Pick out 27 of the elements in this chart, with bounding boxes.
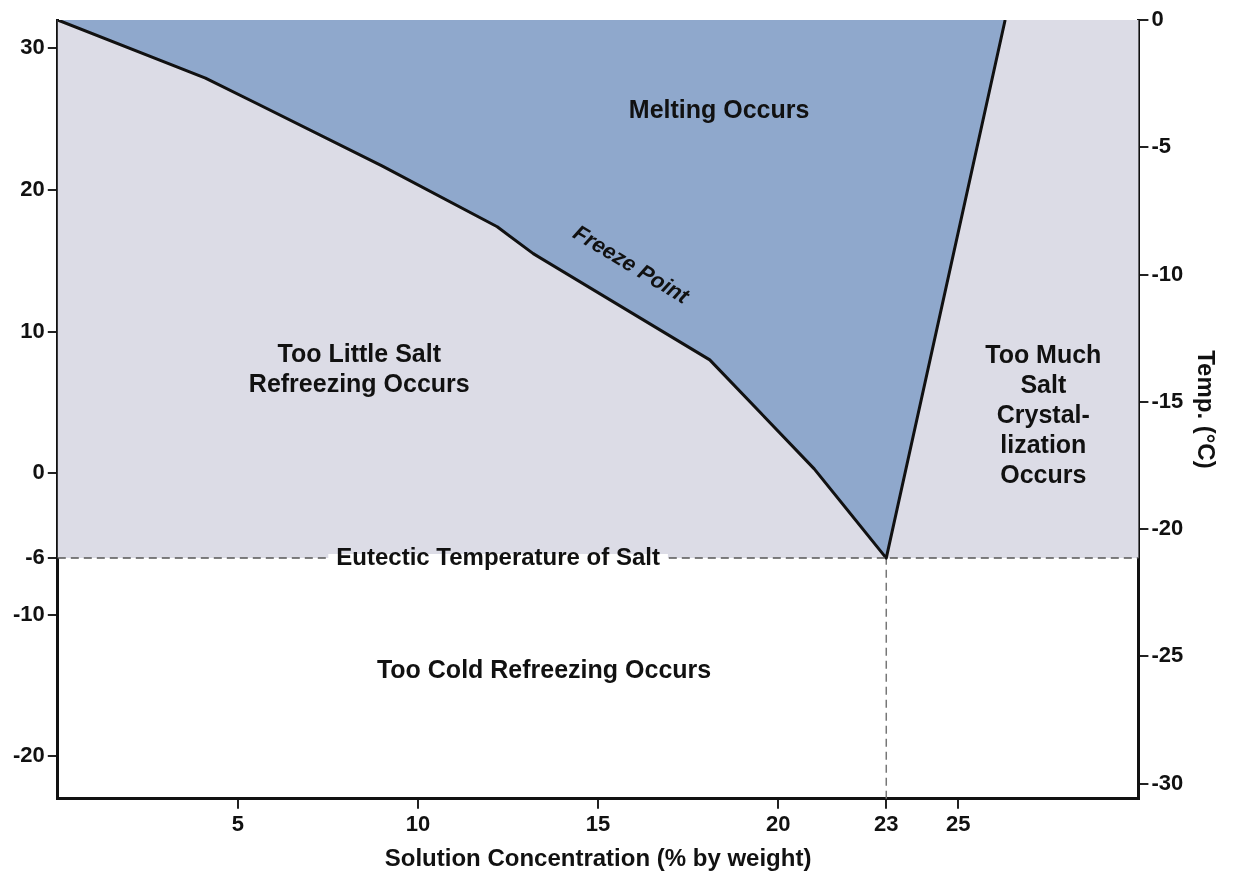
y2-axis-title: Temp. (°C): [1192, 350, 1220, 469]
annotation: Too Much Salt Crystal- lization Occurs: [985, 339, 1102, 488]
annotation: Too Little Salt Refreezing Occurs: [248, 338, 470, 397]
x-tick-label: 20: [765, 811, 791, 837]
y-tick-label: 10: [20, 317, 45, 343]
y-tick-label: 30: [20, 34, 45, 60]
y2-tick-label: -15: [1151, 387, 1184, 413]
x-axis-title: Solution Concentration (% by weight): [384, 844, 812, 872]
x-tick-label: 25: [946, 811, 971, 837]
y2-tick-label: 0: [1151, 6, 1164, 32]
y-tick-label: -6: [25, 544, 45, 570]
ref-line-label: Eutectic Temperature of Salt: [336, 542, 660, 570]
x-tick-label: 15: [585, 811, 611, 837]
y-tick-label: 0: [32, 459, 45, 485]
annotation: Melting Occurs: [628, 95, 810, 124]
x-tick-label: 10: [405, 811, 431, 837]
y-tick-label: 20: [20, 175, 45, 201]
x-tick-label: 23: [874, 811, 899, 837]
y-tick-label: -20: [13, 742, 45, 768]
y2-tick-label: -30: [1151, 769, 1184, 795]
x-tick-label: 5: [231, 811, 245, 837]
y2-tick-label: -20: [1151, 515, 1184, 541]
annotation: Too Cold Refreezing Occurs: [376, 654, 712, 683]
y2-tick-label: -25: [1151, 642, 1184, 668]
y-tick-label: -10: [13, 600, 45, 626]
y2-tick-label: -5: [1151, 133, 1171, 159]
y2-tick-label: -10: [1151, 260, 1184, 286]
